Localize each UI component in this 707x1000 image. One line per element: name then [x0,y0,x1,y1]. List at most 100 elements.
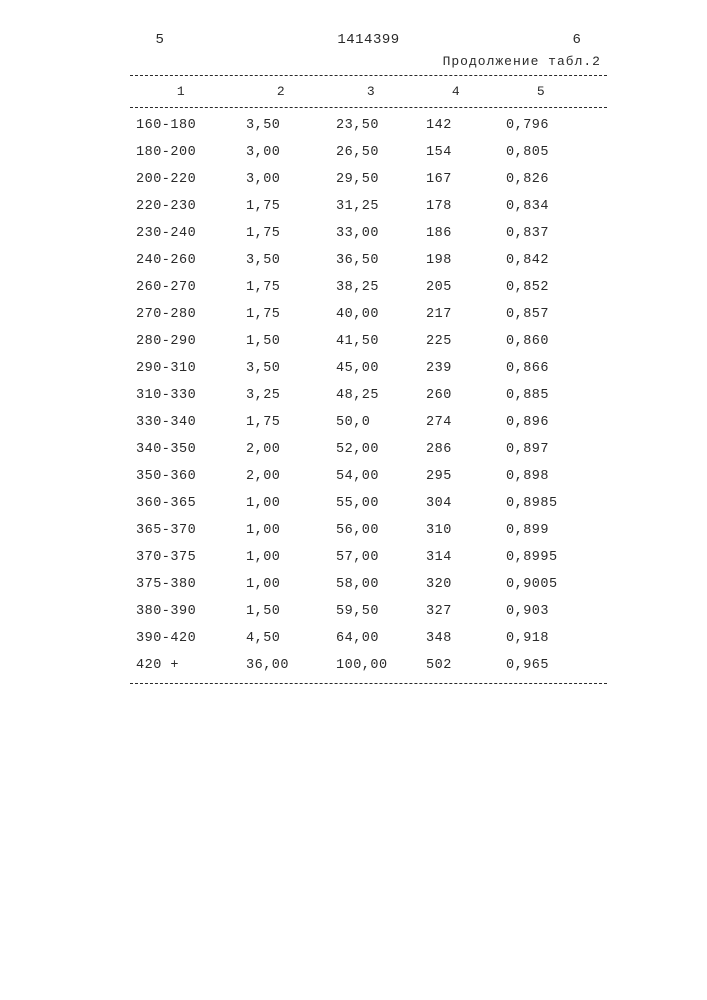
table-cell: 239 [426,361,486,376]
table-cell: 327 [426,604,486,619]
table-row: 360-3651,0055,003040,8985 [130,490,607,517]
col-header-4: 4 [426,84,486,99]
table-cell: 0,8995 [506,550,576,565]
table-cell: 0,805 [506,145,576,160]
table-cell: 330-340 [136,415,226,430]
table-cell: 225 [426,334,486,349]
table-cell: 0,965 [506,658,576,673]
table-row: 200-2203,0029,501670,826 [130,166,607,193]
table-cell: 270-280 [136,307,226,322]
table-row: 330-3401,7550,02740,896 [130,409,607,436]
table-cell: 350-360 [136,469,226,484]
table-cell: 390-420 [136,631,226,646]
table-cell: 0,842 [506,253,576,268]
table-cell: 3,50 [246,361,316,376]
table-cell: 380-390 [136,604,226,619]
table-cell: 50,0 [336,415,406,430]
table-cell: 290-310 [136,361,226,376]
col-header-1: 1 [136,84,226,99]
table-continuation-label: Продолжение табл.2 [130,54,607,69]
table-cell: 217 [426,307,486,322]
table-cell: 33,00 [336,226,406,241]
table-cell: 1,50 [246,334,316,349]
table-cell: 4,50 [246,631,316,646]
table-cell: 304 [426,496,486,511]
table-cell: 198 [426,253,486,268]
table-cell: 286 [426,442,486,457]
table-cell: 0,897 [506,442,576,457]
table-cell: 48,25 [336,388,406,403]
table-cell: 0,903 [506,604,576,619]
table-cell: 54,00 [336,469,406,484]
table-cell: 31,25 [336,199,406,214]
table-cell: 3,00 [246,172,316,187]
table-cell: 56,00 [336,523,406,538]
table-row: 230-2401,7533,001860,837 [130,220,607,247]
table-rule-mid [130,107,607,108]
table-row: 270-2801,7540,002170,857 [130,301,607,328]
table-cell: 36,00 [246,658,316,673]
table-cell: 3,25 [246,388,316,403]
table-body: 160-1803,5023,501420,796180-2003,0026,50… [130,112,607,679]
table-cell: 310 [426,523,486,538]
table-cell: 3,00 [246,145,316,160]
table-cell: 260-270 [136,280,226,295]
table-row: 370-375 1,00 57,00 314 0,8995 [130,544,607,571]
page-number-left: 5 [130,32,190,48]
table-row: 240-260 3,50 36,50 198 0,842 [130,247,607,274]
table-cell: 2,00 [246,469,316,484]
table-cell: 55,00 [336,496,406,511]
table-cell: 0,834 [506,199,576,214]
table-row: 310-3303,2548,252600,885 [130,382,607,409]
table-cell: 0,8985 [506,496,576,511]
table-cell: 58,00 [336,577,406,592]
table-cell: 52,00 [336,442,406,457]
table-cell: 0,896 [506,415,576,430]
table-cell: 0,9005 [506,577,576,592]
table-cell: 320 [426,577,486,592]
table-cell: 41,50 [336,334,406,349]
table-cell: 0,860 [506,334,576,349]
table-cell: 0,852 [506,280,576,295]
table-cell: 1,75 [246,199,316,214]
table-cell: 3,50 [246,253,316,268]
table-cell: 365-370 [136,523,226,538]
table-cell: 180-200 [136,145,226,160]
table-cell: 340-350 [136,442,226,457]
table-cell: 0,796 [506,118,576,133]
table-cell: 280-290 [136,334,226,349]
col-header-3: 3 [336,84,406,99]
table-cell: 0,899 [506,523,576,538]
table-cell: 370-375 [136,550,226,565]
col-header-2: 2 [246,84,316,99]
table-cell: 57,00 [336,550,406,565]
table-cell: 64,00 [336,631,406,646]
table-row: 280-290 1,50 41,50 225 0,860 [130,328,607,355]
table-cell: 375-380 [136,577,226,592]
table-cell: 1,75 [246,415,316,430]
table-row: 260-2701,7538,252050,852 [130,274,607,301]
table-cell: 310-330 [136,388,226,403]
table-cell: 1,75 [246,226,316,241]
table-header: 1 2 3 4 5 [130,80,607,103]
table-cell: 1,75 [246,307,316,322]
table-cell: 1,00 [246,550,316,565]
table-cell: 160-180 [136,118,226,133]
table-row: 365-3701,0056,003100,899 [130,517,607,544]
table-cell: 240-260 [136,253,226,268]
table-cell: 205 [426,280,486,295]
col-header-5: 5 [506,84,576,99]
table-cell: 36,50 [336,253,406,268]
table-cell: 200-220 [136,172,226,187]
page: 5 1414399 6 Продолжение табл.2 1 2 3 4 5… [0,0,707,684]
table-cell: 40,00 [336,307,406,322]
table-cell: 314 [426,550,486,565]
table-cell: 154 [426,145,486,160]
table-cell: 0,885 [506,388,576,403]
table-cell: 38,25 [336,280,406,295]
table-cell: 142 [426,118,486,133]
table-cell: 3,50 [246,118,316,133]
table-rule-top [130,75,607,76]
table-row: 220-2301,7531,251780,834 [130,193,607,220]
table-cell: 186 [426,226,486,241]
